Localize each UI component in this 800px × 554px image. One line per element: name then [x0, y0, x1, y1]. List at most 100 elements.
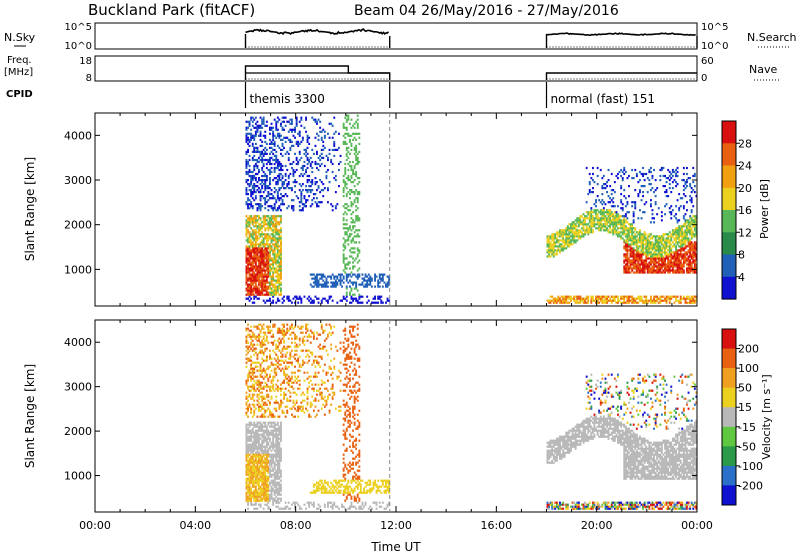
heatmap-cell — [262, 497, 265, 500]
heatmap-cell — [693, 249, 696, 252]
heatmap-cell — [355, 158, 358, 162]
heatmap-cell — [676, 271, 679, 274]
heatmap-cell — [640, 239, 643, 242]
heatmap-cell — [245, 249, 248, 252]
heatmap-cell — [690, 237, 693, 240]
heatmap-cell — [272, 271, 275, 274]
heatmap-cell — [632, 243, 635, 246]
heatmap-cell — [250, 217, 253, 220]
heatmap-cell — [245, 477, 248, 480]
heatmap-cell — [617, 233, 619, 236]
heatmap-cell — [264, 381, 267, 384]
heatmap-cell — [671, 295, 674, 298]
heatmap-cell — [610, 301, 613, 304]
heatmap-cell — [593, 209, 596, 212]
heatmap-cell — [679, 251, 682, 254]
heatmap-cell — [320, 299, 323, 302]
heatmap-cell — [269, 243, 271, 246]
heatmap-cell — [247, 429, 249, 432]
heatmap-cell — [295, 162, 298, 166]
heatmap-cell — [560, 239, 563, 242]
heatmap-cell — [264, 503, 267, 506]
heatmap-cell — [253, 503, 256, 506]
heatmap-cell — [639, 253, 641, 256]
heatmap-cell — [253, 379, 256, 382]
heatmap-cell — [678, 301, 681, 304]
heatmap-cell — [295, 158, 298, 162]
heatmap-cell — [317, 285, 320, 288]
heatmap-cell — [259, 433, 262, 436]
heatmap-cell — [626, 227, 629, 230]
heatmap-cell — [250, 471, 253, 474]
heatmap-cell — [272, 136, 275, 139]
heatmap-cell — [314, 118, 317, 121]
heatmap-cell — [278, 257, 281, 260]
heatmap-cell — [693, 172, 696, 176]
heatmap-cell — [358, 235, 361, 238]
heatmap-cell — [306, 191, 309, 194]
heatmap-cell — [631, 301, 634, 304]
heatmap-cell — [256, 383, 259, 386]
heatmap-cell — [264, 279, 267, 282]
heatmap-cell — [640, 249, 643, 252]
heatmap-cell — [692, 301, 695, 304]
heatmap-cell — [635, 255, 638, 258]
heatmap-cell — [250, 343, 253, 346]
heatmap-cell — [601, 187, 604, 190]
heatmap-cell — [251, 249, 254, 252]
heatmap-cell — [631, 263, 634, 266]
heatmap-cell — [278, 172, 281, 176]
heatmap-cell — [261, 433, 264, 436]
heatmap-cell — [656, 213, 659, 216]
heatmap-cell — [261, 439, 264, 442]
heatmap-cell — [334, 179, 337, 182]
heatmap-cell — [272, 299, 275, 302]
heatmap-cell — [355, 146, 358, 149]
heatmap-cell — [298, 152, 301, 155]
heatmap-cell — [264, 333, 267, 336]
heatmap-cell — [642, 245, 644, 248]
heatmap-cell — [686, 201, 688, 204]
heatmap-cell — [311, 299, 314, 302]
heatmap-cell — [267, 493, 270, 496]
heatmap-cell — [314, 283, 317, 286]
heatmap-cell — [692, 249, 695, 252]
heatmap-cell — [265, 383, 268, 386]
heatmap-cell — [248, 385, 251, 388]
heatmap-cell — [660, 247, 663, 250]
heatmap-cell — [660, 251, 663, 254]
heatmap-cell — [350, 174, 353, 178]
heatmap-cell — [264, 251, 267, 254]
heatmap-cell — [275, 267, 278, 270]
heatmap-cell — [254, 467, 257, 470]
heatmap-cell — [662, 255, 665, 258]
heatmap-cell — [267, 287, 270, 290]
heatmap-cell — [620, 207, 623, 210]
heatmap-cell — [648, 251, 651, 254]
heatmap-cell — [637, 267, 640, 270]
heatmap-cell — [679, 235, 682, 238]
heatmap-cell — [604, 297, 607, 300]
heatmap-cell — [245, 235, 248, 238]
heatmap-cell — [305, 116, 307, 119]
heatmap-cell — [248, 403, 251, 406]
heatmap-cell — [682, 295, 685, 298]
heatmap-cell — [265, 441, 268, 444]
heatmap-cell — [593, 211, 596, 214]
heatmap-cell — [250, 409, 253, 412]
heatmap-cell — [657, 207, 660, 210]
heatmap-cell — [660, 219, 663, 222]
heatmap-cell — [682, 249, 685, 252]
heatmap-cell — [595, 227, 597, 230]
heatmap-cell — [261, 435, 264, 438]
heatmap-cell — [579, 217, 582, 220]
heatmap-cell — [251, 142, 254, 145]
heatmap-cell — [317, 168, 320, 172]
heatmap-cell — [314, 279, 317, 282]
heatmap-cell — [275, 215, 278, 218]
heatmap-cell — [295, 181, 298, 184]
heatmap-cell — [278, 285, 281, 288]
heatmap-cell — [253, 126, 256, 129]
heatmap-cell — [664, 241, 666, 244]
heatmap-cell — [356, 219, 359, 222]
